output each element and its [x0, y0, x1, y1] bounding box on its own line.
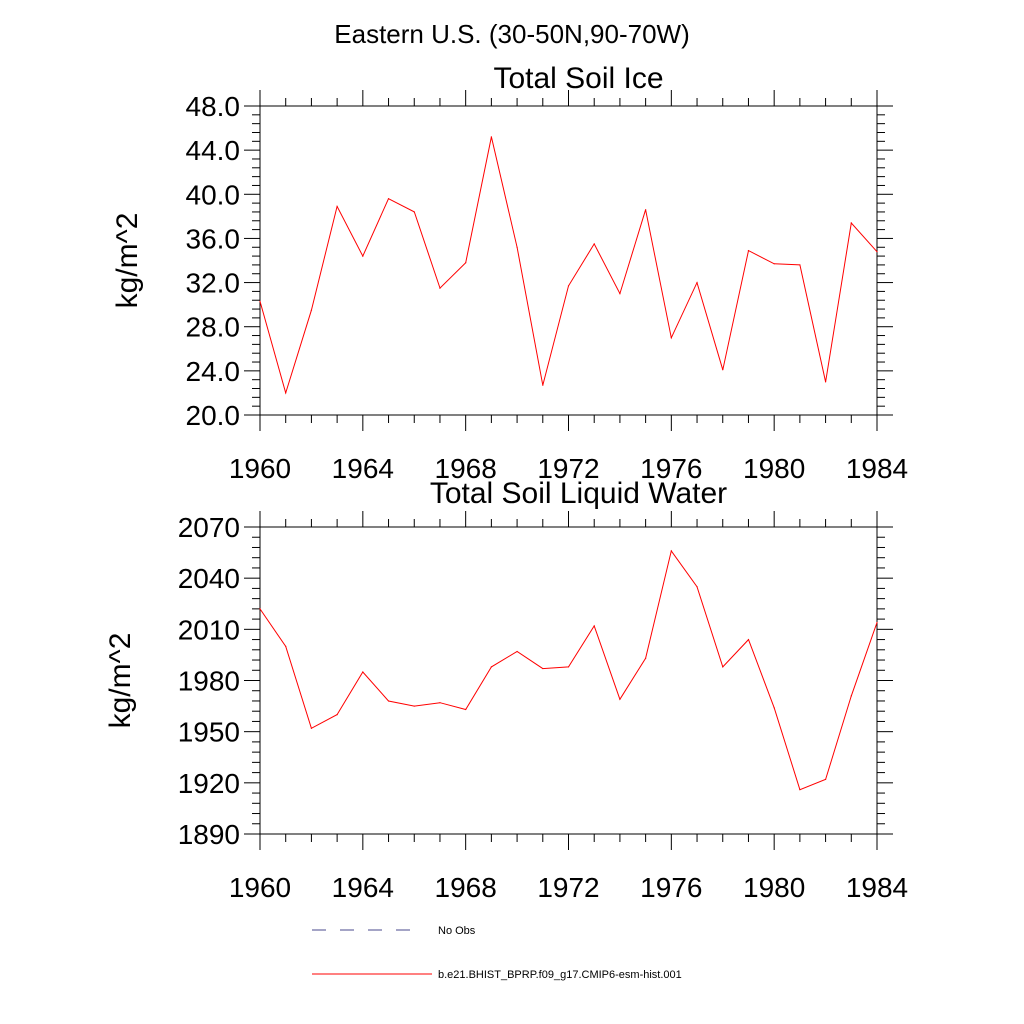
y-tick-label: 1890: [178, 819, 240, 850]
data-point: [645, 657, 647, 659]
data-point: [413, 705, 415, 707]
data-point: [387, 198, 390, 200]
data-point: [490, 136, 492, 138]
data-point: [773, 263, 775, 265]
y-tick-label: 40.0: [186, 179, 241, 210]
data-point: [310, 727, 313, 729]
x-tick-label: 1980: [743, 872, 805, 903]
data-point: [747, 249, 750, 252]
x-tick-label: 1984: [846, 453, 908, 484]
data-point: [336, 205, 338, 208]
x-tick-label: 1964: [332, 453, 394, 484]
data-point: [542, 384, 544, 386]
y-tick-label: 1980: [178, 666, 240, 697]
data-point: [850, 222, 852, 224]
series-line: [259, 549, 878, 791]
data-point: [773, 707, 775, 709]
data-point: [670, 337, 672, 339]
y-tick-label: 2010: [178, 614, 240, 645]
data-point: [747, 638, 750, 641]
y-axis-label: kg/m^2: [111, 213, 144, 309]
x-tick-label: 1964: [332, 872, 394, 903]
series-line: [259, 136, 878, 395]
plot-frame: [259, 526, 878, 835]
x-tick-label: 1968: [435, 872, 497, 903]
x-tick-label: 1984: [846, 872, 908, 903]
legend: No Obs b.e21.BHIST_BPRP.f09_g17.CMIP6-es…: [312, 925, 682, 981]
data-point: [696, 586, 698, 588]
x-tick-label: 1960: [229, 453, 291, 484]
data-point: [259, 300, 261, 302]
plot-frame: [259, 105, 878, 416]
data-point: [722, 369, 724, 371]
y-tick-label: 28.0: [186, 312, 241, 343]
data-point: [542, 667, 544, 670]
x-tick-label: 1960: [229, 872, 291, 903]
y-tick-label: 24.0: [186, 356, 241, 387]
data-point: [850, 695, 852, 697]
data-point: [619, 698, 621, 700]
data-point: [567, 285, 570, 287]
y-tick-label: 2040: [178, 563, 240, 594]
panel-total-soil-liquid-water: Total Soil Liquid Water kg/m^2 1890 1920 195…: [104, 477, 908, 903]
y-tick-label: 1950: [178, 717, 240, 748]
data-point: [285, 392, 287, 394]
data-point: [413, 211, 415, 213]
data-point: [465, 262, 467, 264]
data-point: [310, 309, 313, 311]
data-point: [362, 671, 364, 673]
y-axis-label: kg/m^2: [104, 633, 137, 729]
y-tick-label: 20.0: [186, 400, 241, 431]
x-tick-label: 1968: [435, 453, 497, 484]
data-point: [362, 255, 364, 257]
data-point: [876, 621, 878, 624]
panel-total-soil-ice: Total Soil Ice kg/m^2 20.0 24.0 28.0 32.0 36.0…: [111, 62, 908, 484]
y-tick-label: 1920: [178, 768, 240, 799]
data-point: [722, 666, 724, 668]
data-point: [876, 251, 878, 253]
data-point: [645, 209, 647, 211]
data-point: [593, 243, 595, 245]
x-tick-label: 1972: [537, 872, 599, 903]
y-tick-label: 2070: [178, 512, 240, 543]
legend-label-model: b.e21.BHIST_BPRP.f09_g17.CMIP6-esm-hist.…: [438, 969, 682, 981]
x-tick-label: 1976: [640, 453, 702, 484]
x-tick-label: 1976: [640, 872, 702, 903]
x-tick-label: 1972: [537, 453, 599, 484]
data-point: [824, 381, 827, 383]
data-point: [490, 666, 492, 668]
panel-title: Total Soil Liquid Water: [430, 477, 727, 510]
data-point: [465, 708, 467, 711]
data-point: [670, 550, 672, 552]
data-point: [259, 608, 261, 610]
y-tick-label: 36.0: [186, 223, 241, 254]
legend-label-no-obs: No Obs: [438, 925, 476, 937]
y-tick-label: 44.0: [186, 135, 241, 166]
data-point: [387, 700, 390, 702]
data-point: [824, 778, 827, 781]
data-point: [799, 789, 801, 791]
x-tick-label: 1980: [743, 453, 805, 484]
data-point: [516, 650, 518, 653]
figure-title: Eastern U.S. (30-50N,90-70W): [334, 19, 689, 49]
data-point: [285, 645, 287, 647]
data-point: [516, 246, 518, 248]
data-point: [799, 264, 801, 266]
data-point: [593, 625, 595, 627]
data-point: [619, 293, 621, 295]
data-point: [336, 714, 338, 716]
data-point: [567, 666, 570, 668]
panel-title: Total Soil Ice: [493, 62, 663, 95]
y-tick-label: 48.0: [186, 91, 241, 122]
y-tick-label: 32.0: [186, 268, 241, 299]
data-point: [439, 287, 441, 289]
data-point: [439, 702, 441, 704]
data-point: [696, 281, 698, 284]
